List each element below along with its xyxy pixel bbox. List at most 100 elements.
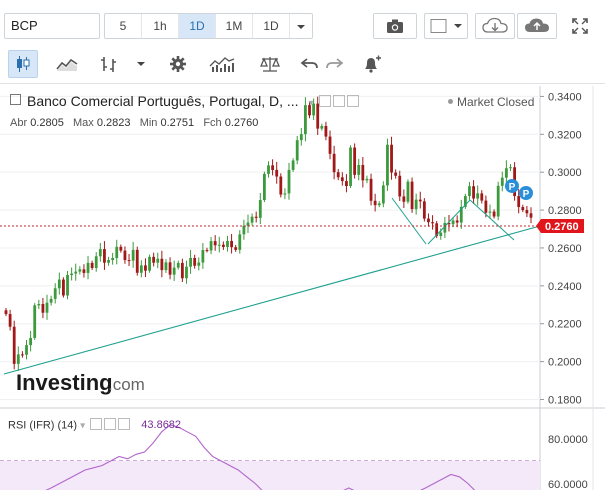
candle[interactable]: [414, 193, 418, 215]
interval-5-button[interactable]: 5: [105, 14, 142, 38]
save-chart-button[interactable]: [517, 13, 557, 39]
candle[interactable]: [168, 257, 172, 280]
candle[interactable]: [254, 211, 258, 223]
candle[interactable]: [115, 239, 119, 265]
candle[interactable]: [234, 244, 238, 252]
candle[interactable]: [119, 244, 123, 253]
candle[interactable]: [205, 247, 209, 253]
candle[interactable]: [361, 157, 365, 188]
candle[interactable]: [267, 161, 270, 178]
rsi-controls[interactable]: [88, 418, 131, 433]
candle[interactable]: [525, 205, 529, 218]
candle[interactable]: [53, 283, 57, 304]
candle[interactable]: [455, 215, 459, 228]
candle[interactable]: [369, 173, 373, 206]
candle[interactable]: [262, 171, 266, 203]
symbol-input[interactable]: BCP: [4, 13, 100, 39]
candle[interactable]: [131, 241, 135, 268]
candle[interactable]: [66, 270, 69, 300]
candle[interactable]: [98, 243, 102, 262]
undo-button[interactable]: [296, 50, 322, 78]
candle[interactable]: [180, 258, 184, 283]
candle[interactable]: [279, 173, 283, 198]
candle[interactable]: [373, 193, 377, 212]
candle[interactable]: [176, 260, 180, 270]
redo-button[interactable]: [322, 50, 348, 78]
compare-button[interactable]: [254, 50, 286, 78]
candle[interactable]: [480, 190, 484, 204]
candle[interactable]: [45, 294, 49, 320]
candle[interactable]: [94, 252, 98, 272]
candle[interactable]: [283, 188, 287, 200]
candle[interactable]: [443, 216, 447, 239]
candle[interactable]: [156, 252, 160, 269]
candle[interactable]: [25, 340, 28, 360]
candle[interactable]: [29, 330, 33, 352]
candle[interactable]: [246, 214, 250, 233]
interval-1m-button[interactable]: 1M: [216, 14, 253, 38]
candle[interactable]: [427, 213, 430, 227]
candle[interactable]: [357, 158, 361, 181]
candle[interactable]: [139, 260, 143, 278]
candle[interactable]: [8, 309, 12, 331]
candle[interactable]: [41, 297, 45, 319]
candle[interactable]: [70, 267, 74, 281]
candle[interactable]: [345, 174, 348, 193]
candle[interactable]: [332, 145, 336, 180]
candle[interactable]: [197, 257, 201, 271]
load-chart-button[interactable]: [475, 13, 515, 39]
candle[interactable]: [209, 236, 213, 255]
candle[interactable]: [521, 204, 525, 213]
candle[interactable]: [509, 164, 512, 172]
candle[interactable]: [406, 179, 410, 204]
candle[interactable]: [148, 254, 151, 273]
candle[interactable]: [164, 259, 168, 274]
candle[interactable]: [21, 351, 24, 358]
candle[interactable]: [324, 121, 328, 141]
candle[interactable]: [472, 180, 475, 204]
candle[interactable]: [439, 228, 443, 240]
candle[interactable]: [107, 256, 110, 266]
candle[interactable]: [340, 172, 344, 186]
candle[interactable]: [111, 252, 115, 265]
candle[interactable]: [90, 260, 94, 271]
candle[interactable]: [431, 215, 434, 230]
candle[interactable]: [386, 138, 389, 191]
trendline-segment[interactable]: [469, 199, 515, 241]
candle[interactable]: [377, 201, 381, 208]
candle[interactable]: [238, 230, 242, 254]
candle[interactable]: [82, 264, 86, 278]
candlestick-type-button[interactable]: [8, 50, 38, 78]
series-controls[interactable]: [317, 94, 360, 110]
settings-button[interactable]: [164, 50, 192, 78]
candle[interactable]: [390, 136, 393, 180]
fullscreen-button[interactable]: [564, 13, 596, 39]
candle[interactable]: [353, 143, 357, 179]
candle[interactable]: [12, 320, 16, 370]
candle[interactable]: [365, 175, 369, 184]
candle[interactable]: [476, 185, 480, 206]
color-picker-button[interactable]: [424, 13, 468, 39]
candle[interactable]: [513, 162, 516, 201]
candle[interactable]: [295, 136, 299, 165]
candle[interactable]: [172, 260, 176, 281]
candle[interactable]: [447, 214, 451, 232]
candle[interactable]: [49, 295, 53, 306]
candle[interactable]: [271, 159, 275, 176]
chevron-down-icon[interactable]: ▾: [80, 420, 86, 432]
candle[interactable]: [86, 255, 90, 280]
candle[interactable]: [328, 130, 332, 160]
candle[interactable]: [394, 169, 398, 179]
candle[interactable]: [37, 299, 41, 310]
candle[interactable]: [287, 162, 291, 200]
interval-1d-button[interactable]: 1D: [179, 14, 216, 38]
candle[interactable]: [152, 252, 156, 267]
candle[interactable]: [123, 246, 127, 264]
collapse-icon[interactable]: [10, 94, 21, 105]
candle[interactable]: [226, 235, 229, 252]
pattern-badge[interactable]: P: [505, 179, 519, 193]
candle[interactable]: [57, 272, 61, 295]
candle[interactable]: [74, 263, 78, 281]
candle[interactable]: [517, 189, 521, 214]
candle[interactable]: [213, 235, 217, 251]
